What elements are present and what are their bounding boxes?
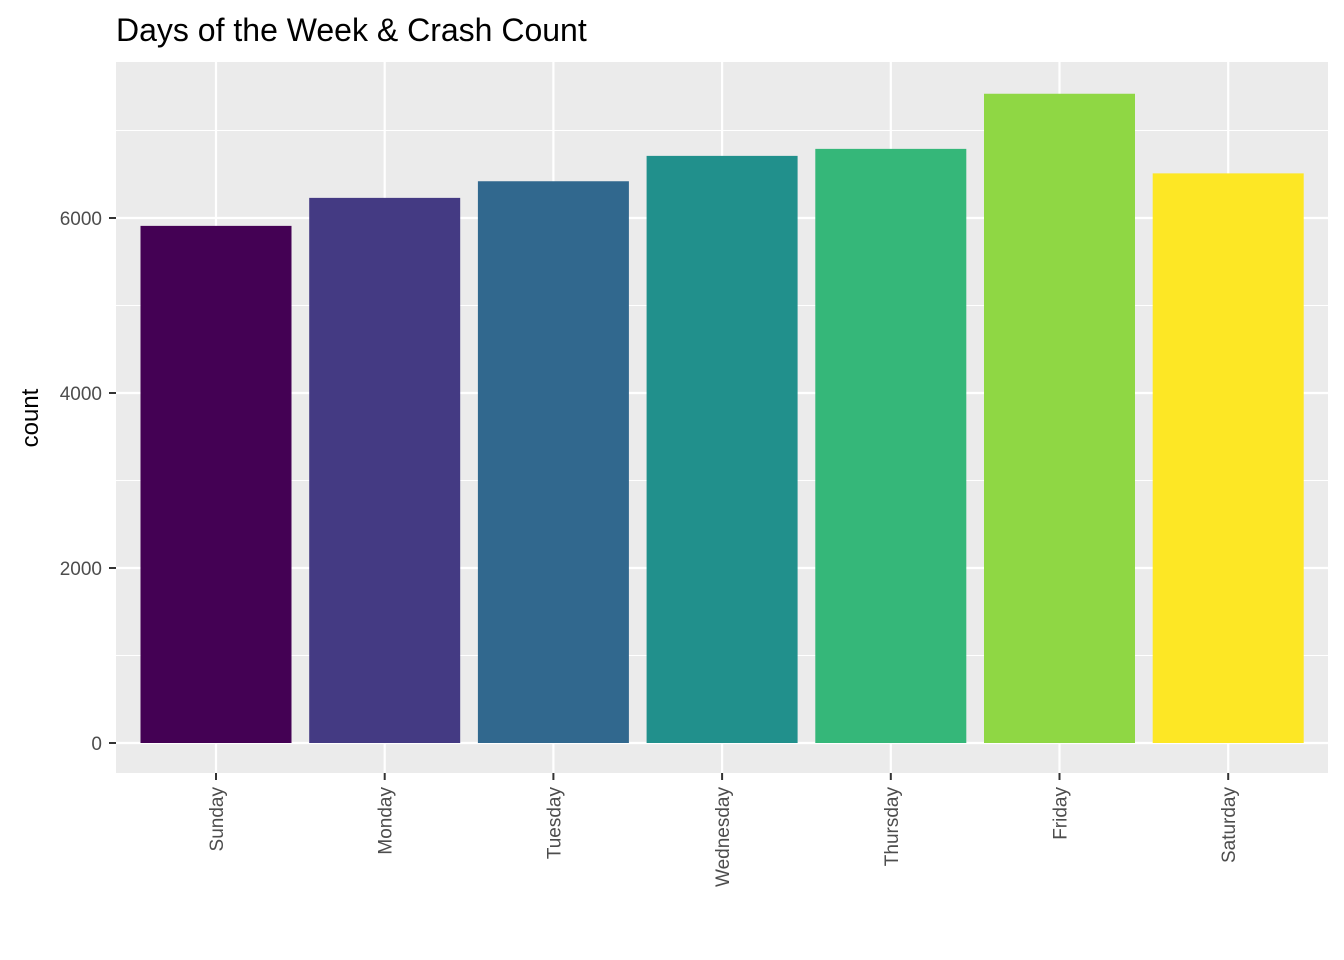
y-axis: 0 2000 4000 6000 xyxy=(60,209,116,755)
y-tick-label: 2000 xyxy=(60,559,102,580)
bar-saturday xyxy=(1152,173,1304,743)
x-tick-label-thursday: Thursday xyxy=(882,787,903,867)
bar-sunday xyxy=(140,225,292,743)
bar-tuesday xyxy=(477,181,629,743)
chart-title: Days of the Week & Crash Count xyxy=(116,12,587,48)
y-tick-label: 0 xyxy=(91,734,102,755)
x-tick-label-wednesday: Wednesday xyxy=(713,787,734,887)
y-tick-label: 6000 xyxy=(60,209,102,230)
y-tick-label: 4000 xyxy=(60,384,102,405)
bar-monday xyxy=(309,197,461,743)
bars xyxy=(140,93,1304,743)
bar-friday xyxy=(984,93,1135,743)
x-tick-label-saturday: Saturday xyxy=(1219,787,1240,864)
x-tick-label-monday: Monday xyxy=(376,787,397,855)
x-axis: Sunday Monday Tuesday Wednesday Thursday Frid… xyxy=(207,773,1240,887)
y-axis-label: count xyxy=(17,388,44,447)
bar-thursday xyxy=(815,148,967,743)
x-tick-label-friday: Friday xyxy=(1051,787,1072,840)
bar-wednesday xyxy=(646,155,798,743)
x-tick-label-tuesday: Tuesday xyxy=(544,787,565,860)
x-tick-label-sunday: Sunday xyxy=(207,787,228,852)
